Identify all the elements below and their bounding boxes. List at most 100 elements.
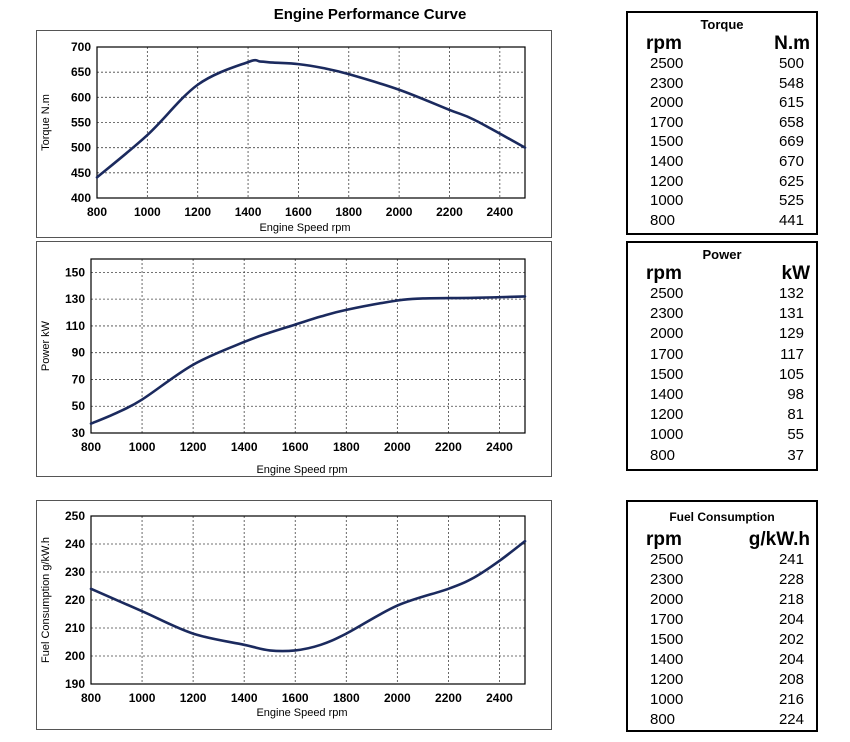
table-row: 1400 670 — [628, 152, 816, 172]
y-axis-label: Torque N.m — [40, 94, 52, 151]
x-tick-label: 1800 — [333, 440, 360, 454]
cell-value: 105 — [778, 365, 804, 383]
power-chart: 800 1000 1200 1400 1600 1800 2000 2200 2400 30 50 7… — [36, 241, 552, 477]
x-tick-label: 1200 — [180, 691, 207, 705]
fuel-col-rpm: rpm — [646, 529, 682, 550]
chart-frame — [36, 241, 552, 477]
chart-frame — [36, 500, 552, 730]
y-tick-label: 700 — [71, 40, 91, 54]
x-axis-label: Engine Speed rpm — [256, 464, 347, 476]
cell-value: 228 — [778, 571, 804, 588]
x-tick-label: 2000 — [384, 440, 411, 454]
cell-value: 548 — [778, 74, 804, 92]
cell-rpm: 800 — [650, 711, 676, 728]
cell-value: 132 — [778, 285, 804, 302]
x-tick-label: 1400 — [231, 440, 258, 454]
y-tick-label: 600 — [71, 90, 91, 104]
cell-rpm: 2500 — [650, 551, 684, 568]
fuel-col-unit: g/kW.h — [748, 529, 810, 550]
table-row: 1500 669 — [628, 132, 816, 152]
table-row: 2500 241 — [628, 550, 816, 570]
table-row: 2000 615 — [628, 93, 816, 113]
cell-value: 525 — [778, 192, 804, 210]
cell-value: 669 — [778, 133, 804, 151]
cell-rpm: 2500 — [650, 55, 684, 72]
plot-area — [90, 515, 526, 685]
cell-value: 81 — [787, 406, 804, 424]
table-row: 1700 658 — [628, 113, 816, 133]
y-tick-label: 200 — [65, 649, 85, 663]
x-tick-label: 2000 — [386, 205, 413, 219]
x-tick-label: 800 — [87, 205, 107, 219]
cell-value: 204 — [778, 611, 804, 628]
table-row: 1500 202 — [628, 630, 816, 650]
cell-rpm: 1400 — [650, 651, 684, 668]
cell-value: 129 — [778, 325, 804, 343]
x-axis-label: Engine Speed rpm — [259, 222, 350, 234]
torque-chart: 800 1000 1200 1400 1600 1800 2000 2200 2400 400 45… — [36, 30, 552, 238]
y-axis-label: Fuel Consumption g/kW.h — [40, 537, 52, 663]
table-row: 1200 81 — [628, 405, 816, 425]
cell-rpm: 1700 — [650, 345, 684, 363]
table-row: 1700 204 — [628, 610, 816, 630]
cell-value: 55 — [787, 426, 804, 444]
torque-table-body: 2500 500 2300 548 2000 615 1700 658 1500 669 … — [628, 54, 816, 230]
table-row: 1400 98 — [628, 385, 816, 405]
fuel-consumption-table: Fuel Consumption rpm g/kW.h 2500 241 2300… — [626, 500, 818, 732]
cell-value: 224 — [778, 711, 804, 728]
x-tick-label: 1200 — [180, 440, 207, 454]
cell-rpm: 1400 — [650, 152, 684, 170]
table-row: 1500 105 — [628, 365, 816, 385]
x-tick-label: 1800 — [333, 691, 360, 705]
table-row: 1200 208 — [628, 670, 816, 690]
fuel-consumption-chart: 800 1000 1200 1400 1600 1800 2000 2200 2400 190 20… — [36, 500, 552, 730]
torque-table-title: Torque — [700, 17, 744, 32]
power-col-unit: kW — [781, 263, 811, 284]
torque-col-unit: N.m — [774, 33, 810, 54]
y-tick-label: 650 — [71, 65, 91, 79]
cell-rpm: 1400 — [650, 386, 684, 404]
y-tick-label: 240 — [65, 537, 85, 551]
page-title: Engine Performance Curve — [273, 6, 467, 23]
table-row: 1000 55 — [628, 425, 816, 445]
cell-rpm: 1000 — [650, 426, 684, 444]
x-tick-label: 2400 — [486, 440, 513, 454]
cell-value: 202 — [778, 631, 804, 648]
x-tick-label: 1000 — [129, 440, 156, 454]
cell-value: 208 — [778, 671, 804, 688]
cell-value: 204 — [778, 651, 804, 668]
table-row: 2300 228 — [628, 570, 816, 590]
y-axis-label: Power kW — [40, 320, 52, 371]
y-tick-label: 210 — [65, 621, 85, 635]
table-row: 1400 204 — [628, 650, 816, 670]
cell-value: 625 — [778, 172, 804, 190]
cell-rpm: 1700 — [650, 113, 684, 131]
table-row: 800 37 — [628, 446, 816, 466]
x-tick-label: 1600 — [282, 440, 309, 454]
cell-value: 37 — [787, 446, 804, 464]
plot-area — [96, 46, 526, 199]
fuel-table-header: rpm g/kW.h — [628, 530, 816, 550]
table-row: 1700 117 — [628, 345, 816, 365]
table-row: 1000 525 — [628, 191, 816, 211]
y-tick-label: 500 — [71, 141, 91, 155]
cell-value: 98 — [787, 386, 804, 404]
table-row: 800 224 — [628, 710, 816, 730]
table-row: 2500 132 — [628, 284, 816, 304]
x-tick-label: 1000 — [134, 205, 161, 219]
power-table-header: rpm kW — [628, 264, 816, 284]
cell-value: 658 — [778, 113, 804, 131]
y-tick-label: 190 — [65, 677, 85, 691]
y-tick-label: 30 — [72, 426, 86, 440]
fuel-table-body: 2500 241 2300 228 2000 218 1700 204 1500 202 … — [628, 550, 816, 730]
cell-value: 670 — [778, 152, 804, 170]
table-row: 1000 216 — [628, 690, 816, 710]
table-row: 1200 625 — [628, 172, 816, 192]
x-tick-label: 2400 — [486, 205, 513, 219]
cell-value: 218 — [778, 591, 804, 608]
table-row: 2300 131 — [628, 304, 816, 324]
series-line — [89, 539, 527, 653]
x-tick-label: 2200 — [436, 205, 463, 219]
cell-rpm: 2300 — [650, 305, 684, 323]
y-tick-label: 550 — [71, 116, 91, 130]
